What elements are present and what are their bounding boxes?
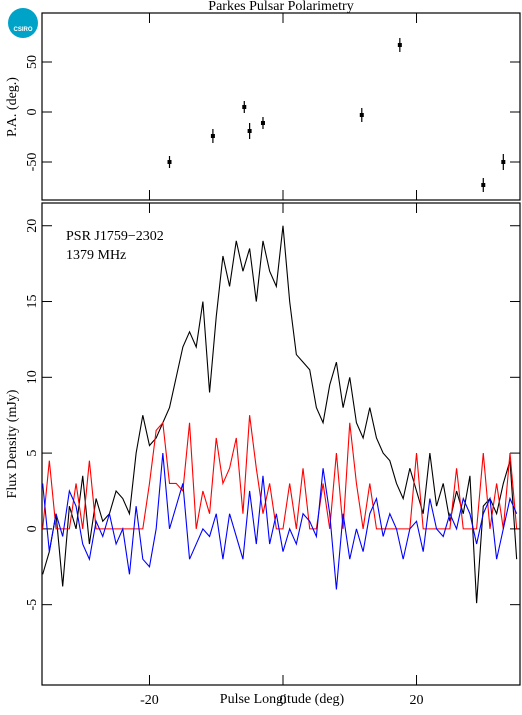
y-axis-label: P.A. (deg.) <box>5 77 20 137</box>
series-line <box>42 415 518 530</box>
chart-title: Parkes Pulsar Polarimetry <box>208 0 353 14</box>
y-axis-label: Flux Density (mJy) <box>5 389 20 498</box>
logo-text: CSIRO <box>13 27 32 33</box>
point <box>359 113 364 117</box>
plot-frame <box>41 202 521 686</box>
series-line <box>42 453 518 590</box>
y-tick-label: 5 <box>25 450 40 457</box>
y-tick-label: 15 <box>25 295 40 309</box>
x-tick-label: 0 <box>280 693 287 708</box>
x-tick-label: -20 <box>140 693 159 708</box>
point <box>210 134 215 138</box>
y-tick-label: -5 <box>25 599 40 611</box>
x-tick-label: 20 <box>410 693 424 708</box>
logo: CSIRO <box>8 8 38 38</box>
annotation: 1379 MHz <box>66 248 126 263</box>
y-tick-label: -50 <box>25 153 40 172</box>
point <box>242 105 247 109</box>
point <box>481 183 486 187</box>
series-line <box>42 225 518 604</box>
y-tick-label: 0 <box>25 109 40 116</box>
point <box>397 43 402 47</box>
logo-circle <box>8 8 38 38</box>
y-tick-label: 0 <box>25 525 40 532</box>
x-axis-label: Pulse Longitude (deg) <box>220 692 345 707</box>
y-tick-label: 10 <box>25 370 40 384</box>
y-tick-label: 20 <box>25 219 40 233</box>
y-tick-label: 50 <box>25 55 40 69</box>
point <box>260 121 265 125</box>
point <box>501 160 506 164</box>
point <box>167 160 172 164</box>
point <box>247 129 252 133</box>
plot-frame <box>41 12 521 201</box>
annotation: PSR J1759−2302 <box>66 229 164 244</box>
